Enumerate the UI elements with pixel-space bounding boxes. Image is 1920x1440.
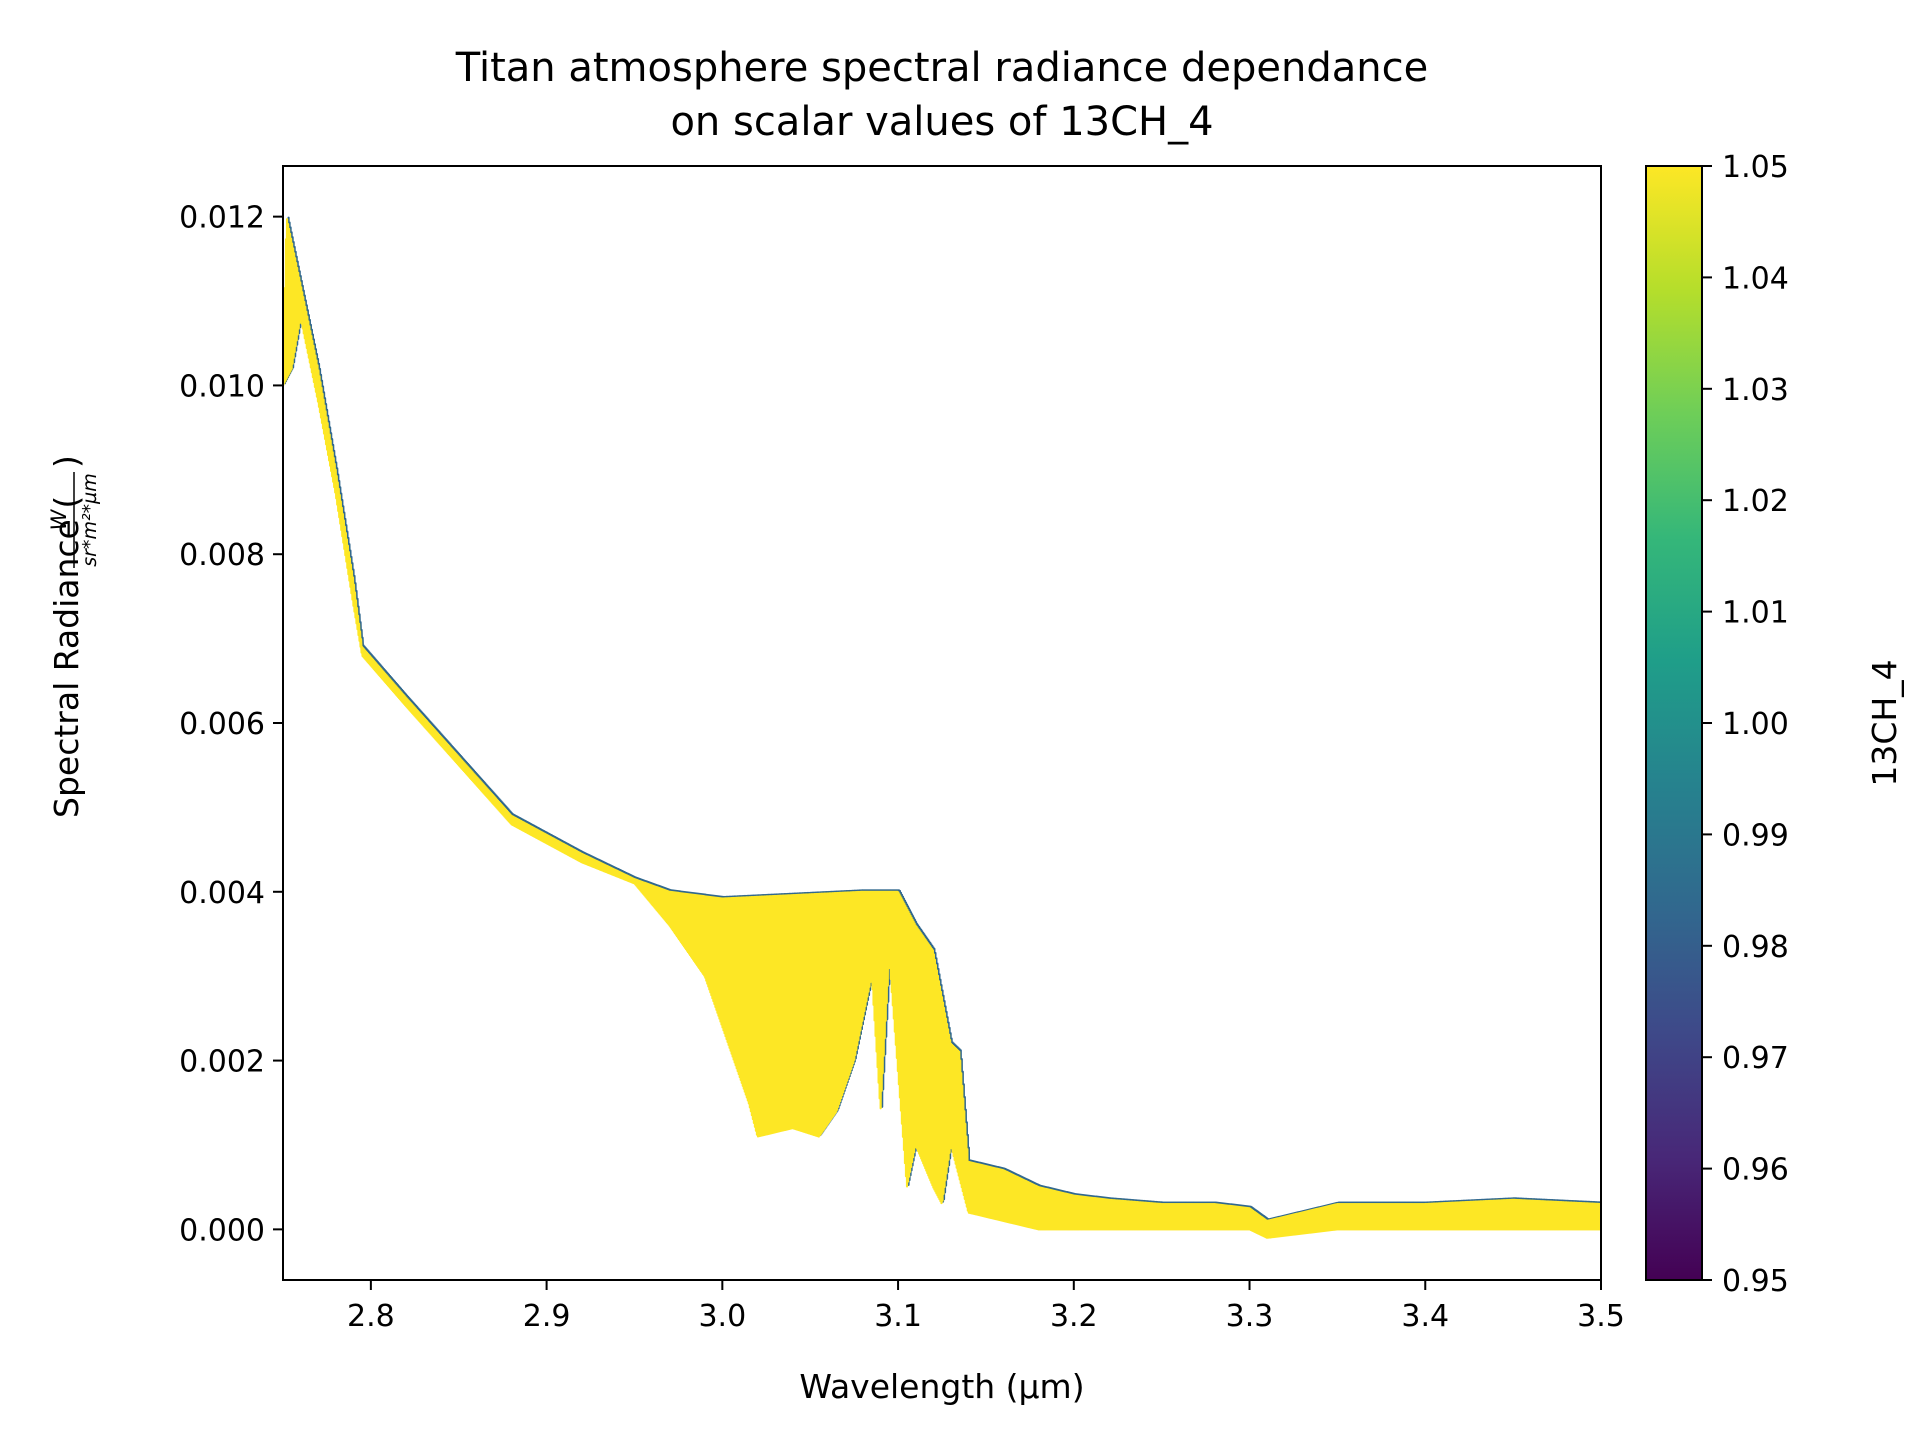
colorbar-label: 13CH_4 xyxy=(1865,659,1904,786)
plot-area: 2.8 2.9 3.0 3.1 3.2 3.3 3.4 3.5 0.000 0.002 0.004… xyxy=(179,165,1625,1334)
colorbar-tick-label: 0.95 xyxy=(1722,1264,1789,1299)
y-axis-unit-numerator: W xyxy=(47,508,71,530)
chart-title-line-1: Titan atmosphere spectral radiance depen… xyxy=(455,45,1428,91)
colorbar-tick-label: 1.01 xyxy=(1722,596,1789,631)
y-tick-label: 0.010 xyxy=(179,369,265,404)
colorbar-gradient-bar xyxy=(1645,165,1703,1281)
x-tick-label: 2.8 xyxy=(347,1299,395,1334)
colorbar-tick-label: 0.99 xyxy=(1722,818,1789,853)
y-axis: 0.000 0.002 0.004 0.006 0.008 0.010 0.012 xyxy=(179,201,283,1248)
colorbar-tick-label: 1.02 xyxy=(1722,484,1789,519)
x-tick-label: 3.3 xyxy=(1226,1299,1274,1334)
x-tick-label: 2.9 xyxy=(523,1299,571,1334)
y-tick-label: 0.004 xyxy=(179,876,265,911)
colorbar-tick-label: 1.05 xyxy=(1722,150,1789,185)
x-tick-label: 3.0 xyxy=(698,1299,746,1334)
spectrum-line-high xyxy=(283,218,1601,1239)
y-tick-label: 0.006 xyxy=(179,707,265,742)
colorbar: 0.95 0.96 0.97 0.98 0.99 1.00 1.01 1.02 1.03 1.04… xyxy=(1645,150,1904,1299)
y-axis-label-close: ) xyxy=(47,455,86,468)
colorbar-tick-label: 1.03 xyxy=(1722,373,1789,408)
x-tick-label: 3.4 xyxy=(1401,1299,1449,1334)
x-tick-label: 3.5 xyxy=(1577,1299,1625,1334)
colorbar-tick-label: 0.96 xyxy=(1722,1153,1789,1188)
x-tick-label: 3.1 xyxy=(874,1299,922,1334)
colorbar-ticks: 0.95 0.96 0.97 0.98 0.99 1.00 1.01 1.02 1.03 1.04… xyxy=(1702,150,1789,1299)
y-tick-label: 0.008 xyxy=(179,538,265,573)
x-axis: 2.8 2.9 3.0 3.1 3.2 3.3 3.4 3.5 xyxy=(347,1280,1625,1334)
chart-title-line-2: on scalar values of 13CH_4 xyxy=(670,99,1213,145)
y-tick-label: 0.000 xyxy=(179,1213,265,1248)
y-axis-label-text: Spectral Radiance ( xyxy=(47,496,86,818)
spectrum-lines xyxy=(283,216,1601,1239)
y-tick-label: 0.012 xyxy=(179,201,265,236)
colorbar-tick-label: 0.98 xyxy=(1722,930,1789,965)
colorbar-tick-label: 1.00 xyxy=(1722,707,1789,742)
y-axis-label: Spectral Radiance ( W sr*m²*µm ) xyxy=(47,455,101,818)
x-axis-label: Wavelength (µm) xyxy=(799,1367,1084,1406)
y-tick-label: 0.002 xyxy=(179,1045,265,1080)
x-tick-label: 3.2 xyxy=(1050,1299,1098,1334)
y-axis-unit-denominator: sr*m²*µm xyxy=(79,473,101,566)
colorbar-tick-label: 0.97 xyxy=(1722,1041,1789,1076)
colorbar-tick-label: 1.04 xyxy=(1722,261,1789,296)
